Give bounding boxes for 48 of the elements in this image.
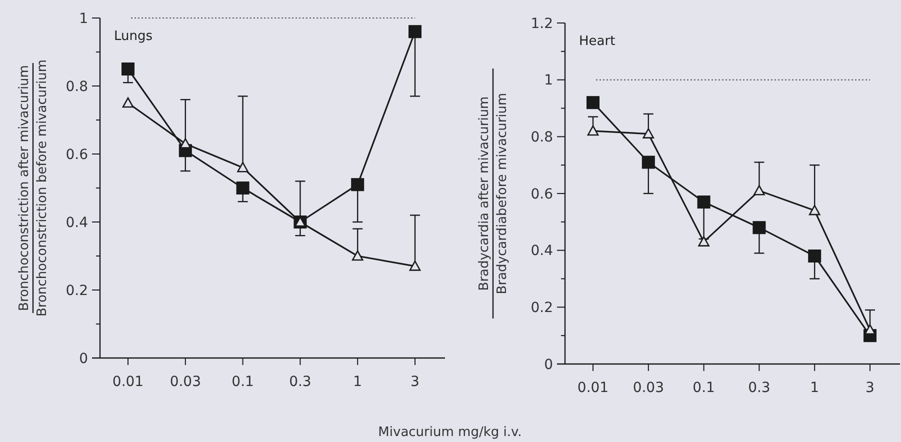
y-tick-label: 0: [79, 350, 88, 367]
point: [236, 182, 250, 194]
y-tick-label: 1.2: [530, 16, 553, 32]
y-tick-label: 0.6: [66, 146, 88, 163]
y-axis-title: Bradycardia after mivacurium Bradycardiabefore mivacurium: [477, 92, 510, 294]
point: [408, 25, 422, 38]
point: [808, 250, 822, 263]
x-tick-label: 0.1: [692, 380, 715, 396]
x-tick-label: 1: [810, 380, 820, 396]
point: [409, 260, 421, 271]
y-tick-label: 1: [79, 10, 88, 27]
y-tick-label: 0: [544, 356, 553, 373]
x-tick-label: 0.03: [632, 380, 664, 396]
x-tick-label: 3: [410, 374, 420, 390]
x-tick-label: 0.01: [112, 374, 144, 390]
y-tick-label: 0.2: [530, 300, 553, 316]
x-tick-label: 0.1: [232, 374, 254, 390]
y-tick-label: 0.6: [530, 186, 554, 202]
text: Lungs: [114, 29, 153, 44]
x-tick-label: 0.03: [170, 374, 201, 390]
x-tick-label: 0.3: [748, 380, 770, 396]
y-tick-label: 1: [544, 72, 553, 89]
y-tick-label: 0.2: [66, 282, 88, 299]
point: [122, 62, 134, 76]
point: [237, 162, 248, 172]
text: Heart: [579, 34, 616, 49]
y-tick-label: 0.8: [66, 78, 88, 95]
point: [808, 204, 820, 216]
x-tick-label: 0.01: [577, 380, 609, 396]
point: [752, 221, 766, 234]
point: [351, 178, 364, 192]
x-axis-title: Mivacurium mg/kg i.v.: [378, 425, 522, 440]
point: [586, 96, 600, 110]
point: [122, 97, 134, 108]
x-tick-label: 0.3: [289, 374, 312, 390]
x-tick-label: 1: [353, 374, 362, 390]
y-tick-label: 0.8: [530, 130, 553, 146]
y-axis-title: Bronchoconstriction after mivacurium Bronchoconstriction before mivacurium: [17, 59, 50, 317]
y-tick-label: 0.4: [530, 243, 554, 260]
point: [754, 185, 765, 196]
point: [697, 196, 710, 209]
y-tick-label: 0.4: [66, 214, 88, 231]
x-tick-label: 3: [866, 380, 874, 396]
point: [642, 128, 654, 138]
point: [587, 125, 599, 136]
point: [698, 236, 710, 246]
point: [642, 156, 655, 169]
point: [352, 250, 364, 261]
